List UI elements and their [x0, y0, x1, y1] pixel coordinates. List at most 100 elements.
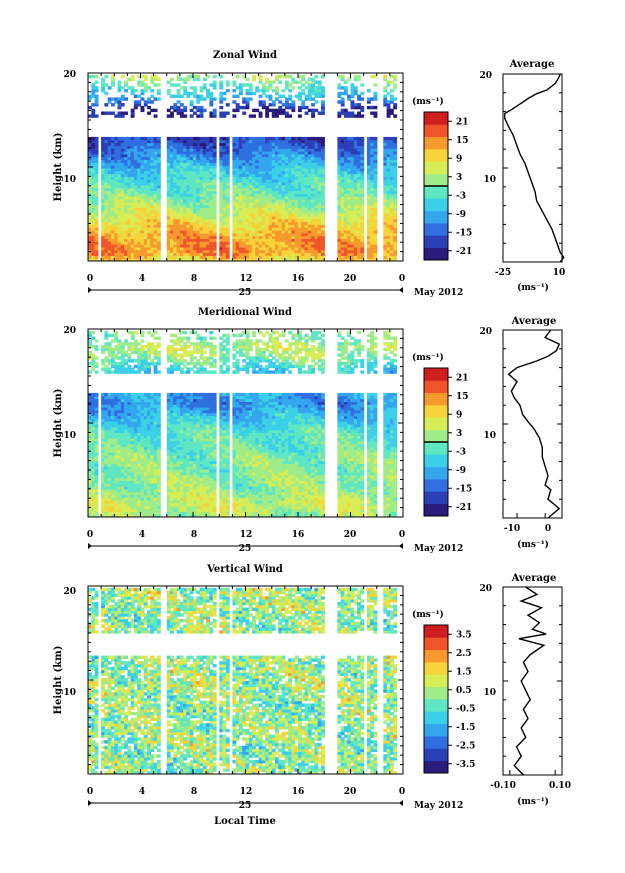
heatmap-cell [94, 199, 99, 203]
heatmap-cell [179, 249, 184, 254]
heatmap-cell [261, 227, 266, 231]
heatmap-cell [104, 359, 109, 363]
heatmap-cell [91, 395, 96, 400]
heatmap-cell [389, 74, 394, 79]
heatmap-cell [196, 165, 201, 169]
heatmap-cell [278, 74, 283, 79]
heatmap-cell [291, 103, 296, 107]
heatmap-cell [232, 238, 237, 242]
heatmap-cell [366, 232, 371, 237]
heatmap-cell [337, 176, 342, 180]
heatmap-cell [275, 215, 279, 220]
heatmap-cell [268, 244, 273, 248]
heatmap-cell [127, 207, 132, 211]
heatmap-cell [179, 139, 184, 144]
heatmap-cell [271, 182, 276, 186]
heatmap-cell [104, 511, 109, 515]
heatmap-cell [340, 207, 345, 211]
heatmap-cell [120, 159, 125, 163]
heatmap-cell [347, 179, 352, 183]
heatmap-cell [294, 80, 299, 84]
heatmap-cell [370, 136, 375, 141]
heatmap-cell [301, 241, 306, 245]
heatmap-cell [288, 184, 293, 189]
heatmap-cell [140, 230, 145, 234]
heatmap-cell [111, 170, 115, 175]
heatmap-cell [111, 491, 115, 495]
heatmap-cell [268, 232, 273, 237]
heatmap-cell [222, 148, 227, 152]
heatmap-cell [143, 170, 148, 175]
heatmap-cell [193, 184, 197, 189]
heatmap-cell [298, 176, 302, 180]
heatmap-cell [235, 224, 240, 228]
heatmap-cell [104, 440, 109, 445]
heatmap-cell [291, 184, 296, 189]
heatmap-cell [114, 207, 119, 211]
heatmap-cell [248, 173, 253, 177]
heatmap-cell [337, 215, 342, 220]
heatmap-cell [284, 244, 289, 248]
heatmap-cell [222, 142, 227, 146]
heatmap-cell [271, 230, 276, 234]
heatmap-cell [219, 210, 224, 214]
heatmap-cell [222, 199, 227, 203]
heatmap-cell [101, 460, 105, 464]
heatmap-cell [268, 235, 273, 239]
heatmap-cell [88, 330, 92, 335]
heatmap-cell [91, 404, 96, 408]
heatmap-cell [284, 145, 289, 149]
heatmap-cell [278, 244, 283, 248]
heatmap-cell [147, 187, 151, 192]
heatmap-cell [107, 235, 112, 239]
heatmap-cell [255, 221, 260, 225]
heatmap-cell [340, 230, 345, 234]
heatmap-cell [120, 218, 125, 223]
heatmap-cell [386, 156, 391, 161]
heatmap-cell [140, 162, 145, 166]
heatmap-cell [189, 201, 194, 206]
heatmap-cell [193, 187, 197, 192]
heatmap-cell [127, 167, 132, 172]
heatmap-cell [255, 201, 260, 206]
heatmap-cell [271, 173, 276, 177]
heatmap-cell [353, 187, 358, 192]
heatmap-cell [393, 83, 398, 87]
heatmap-cell [284, 148, 289, 152]
heatmap-cell [389, 139, 394, 144]
heatmap-cell [311, 207, 315, 211]
heatmap-cell [281, 215, 286, 220]
heatmap-cell [147, 230, 151, 234]
heatmap-cell [114, 176, 119, 180]
heatmap-cell [94, 182, 99, 186]
heatmap-cell [196, 224, 201, 228]
heatmap-cell [91, 423, 96, 428]
heatmap-cell [179, 232, 184, 237]
heatmap-cell [222, 241, 227, 245]
heatmap-cell [107, 139, 112, 144]
heatmap-cell [225, 215, 230, 220]
heatmap-cell [117, 241, 122, 245]
heatmap-cell [127, 159, 132, 163]
heatmap-cell [173, 190, 178, 194]
heatmap-cell [278, 151, 283, 155]
heatmap-cell [199, 224, 204, 228]
heatmap-cell [133, 136, 138, 141]
heatmap-cell [284, 173, 289, 177]
heatmap-cell [147, 249, 151, 254]
heatmap-cell [291, 199, 296, 203]
heatmap-cell [147, 184, 151, 189]
heatmap-cell [373, 165, 378, 169]
heatmap-cell [104, 421, 109, 425]
heatmap-cell [353, 173, 358, 177]
heatmap-cell [186, 142, 191, 146]
heatmap-cell [170, 142, 174, 146]
heatmap-cell [156, 249, 161, 254]
heatmap-cell [117, 480, 122, 484]
heatmap-cell [252, 148, 256, 152]
heatmap-cell [117, 170, 122, 175]
heatmap-cell [140, 156, 145, 161]
heatmap-cell [212, 258, 217, 261]
heatmap-cell [209, 167, 214, 172]
heatmap-cell [117, 252, 122, 256]
